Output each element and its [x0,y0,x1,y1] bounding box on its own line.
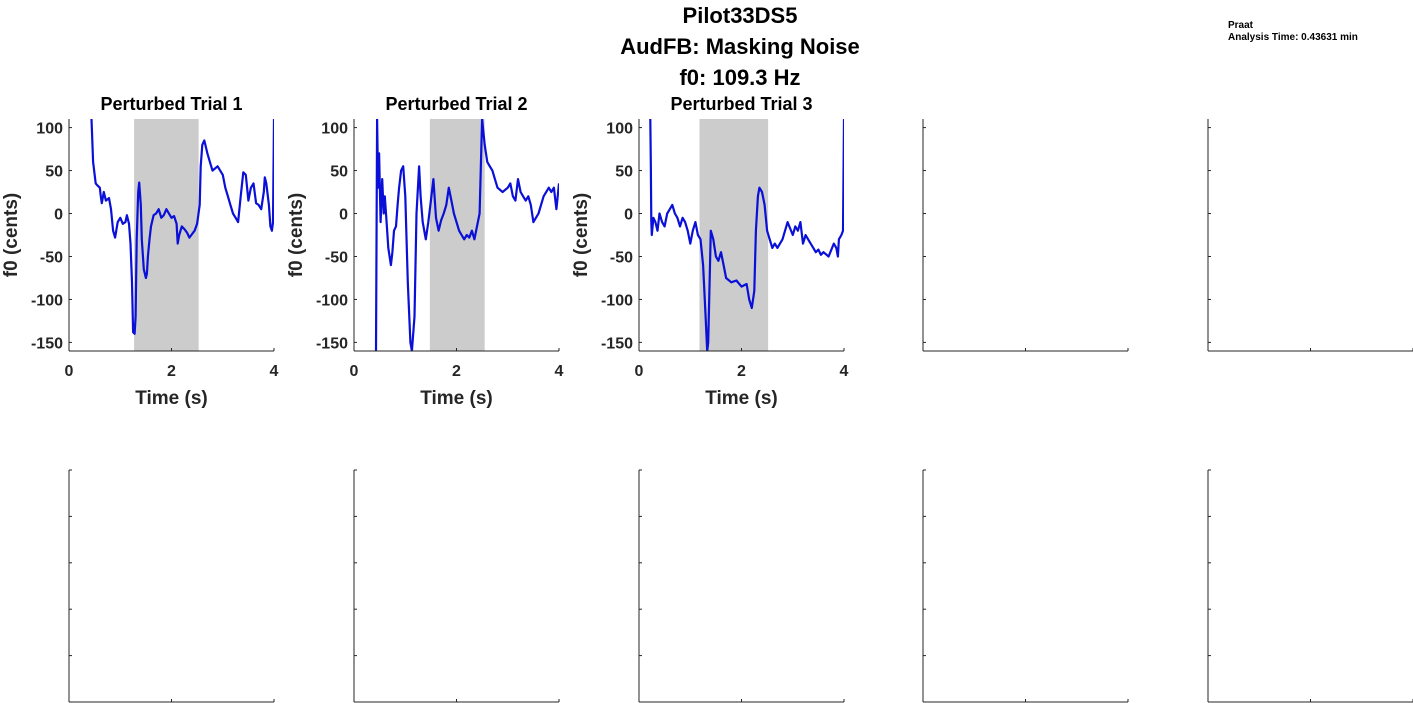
x-tick-label: 0 [350,363,359,380]
y-axis-label: f0 (cents) [1,193,22,277]
y-tick-label: 50 [45,164,63,181]
analysis-info: Praat Analysis Time: 0.43631 min [1228,20,1358,44]
figure-title-line-2: AudFB: Masking Noise [620,34,860,59]
x-tick-label: 4 [555,363,564,380]
y-tick-label: -150 [601,335,633,352]
y-tick-label: -100 [601,292,633,309]
analysis-time-label: Analysis Time: 0.43631 min [1228,32,1358,43]
x-tick-label: 4 [270,363,279,380]
y-tick-label: -50 [325,249,348,266]
x-tick-label: 0 [65,363,74,380]
subplot-4 [922,119,1129,352]
perturbation-window [429,119,485,351]
y-tick-label: 100 [321,121,348,138]
figure-title: Pilot33DS5 AudFB: Masking Noise f0: 109.… [540,0,940,93]
y-tick-label: -50 [610,249,633,266]
subplot-8 [638,469,845,703]
x-tick-label: 2 [167,363,176,380]
y-tick-label: -150 [316,335,348,352]
f0-trace [649,119,844,351]
x-tick-label: 2 [737,363,746,380]
subplot-5 [1207,119,1413,352]
y-axis-label: f0 (cents) [571,193,592,277]
f0-trace [374,119,559,351]
y-tick-label: -150 [31,335,63,352]
subplot-title: Perturbed Trial 2 [385,94,527,114]
y-tick-label: 100 [36,121,63,138]
y-tick-label: 50 [330,164,348,181]
software-label: Praat [1228,20,1254,31]
subplot-10 [1207,469,1413,703]
x-tick-label: 2 [452,363,461,380]
y-tick-label: 0 [624,207,633,224]
y-tick-label: 0 [339,207,348,224]
y-tick-label: -50 [40,249,63,266]
y-tick-label: 100 [606,121,633,138]
y-tick-label: 50 [615,164,633,181]
y-tick-label: -100 [31,292,63,309]
x-tick-label: 4 [840,363,849,380]
y-tick-label: 0 [54,207,63,224]
subplot-7 [353,469,560,703]
subplot-title: Perturbed Trial 1 [100,94,242,114]
y-axis-label: f0 (cents) [286,193,307,277]
x-axis-label: Time (s) [420,388,493,409]
figure-title-line-1: Pilot33DS5 [682,3,798,28]
y-tick-label: -100 [316,292,348,309]
x-tick-label: 0 [635,363,644,380]
x-axis-label: Time (s) [705,388,778,409]
x-axis-label: Time (s) [135,388,208,409]
subplot-6 [68,469,275,703]
subplot-title: Perturbed Trial 3 [670,94,812,114]
figure-title-line-3: f0: 109.3 Hz [679,65,801,90]
f0-trace [90,119,274,335]
subplot-9 [922,469,1129,703]
